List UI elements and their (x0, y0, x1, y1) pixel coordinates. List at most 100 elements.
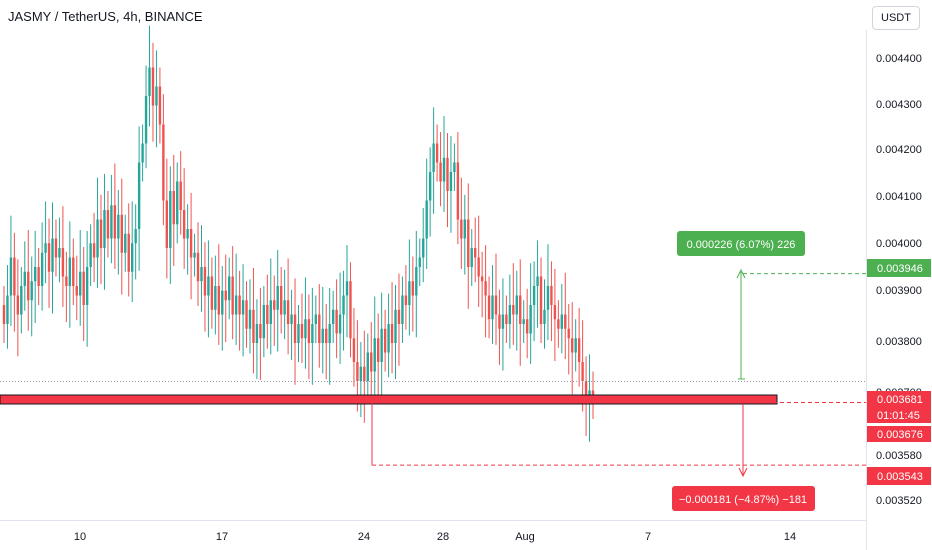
candle-body (408, 281, 411, 305)
candle-body (415, 267, 418, 296)
candle-body (110, 205, 113, 239)
candle-body (338, 314, 342, 334)
candle-body (117, 214, 120, 239)
candle-body (96, 219, 99, 258)
candle-body (89, 243, 92, 267)
price-tag-label: 0.003946 (877, 263, 923, 275)
price-tick-label: 0.003580 (876, 450, 922, 462)
candle-body (259, 324, 262, 339)
candle-body (252, 309, 255, 343)
candle-body (176, 181, 179, 225)
candle-body (210, 276, 214, 310)
candle-body (279, 286, 283, 315)
entry-band (0, 394, 778, 405)
candle-body (349, 281, 352, 339)
candle-body (137, 162, 141, 229)
price-tag-label: 0.003681 (877, 394, 923, 406)
candle-body (186, 229, 189, 239)
candle-body (300, 324, 304, 339)
candle-body (217, 286, 221, 315)
candle-body (172, 191, 175, 225)
candle-body (269, 300, 272, 324)
candle-body (532, 286, 536, 305)
loss-label-box (672, 486, 815, 511)
candle-body (165, 200, 169, 248)
candle-body (130, 243, 134, 272)
time-axis[interactable]: 10 17 24 28 Aug 7 14 (74, 531, 796, 543)
candle-body (318, 314, 321, 343)
candle-body (248, 309, 252, 329)
candle-body (453, 162, 456, 172)
candle-body (442, 157, 446, 182)
candle-body (491, 295, 494, 320)
candle-body (203, 267, 207, 296)
candle-body (397, 309, 401, 324)
candle-body (543, 309, 546, 324)
candle-body (401, 295, 404, 324)
candle-body (498, 314, 501, 329)
candle-body (158, 86, 162, 125)
candle-body (30, 281, 33, 301)
candle-body (85, 267, 89, 305)
candle-body (480, 276, 484, 282)
candle-body (515, 295, 518, 315)
profit-arrow-head (736, 268, 746, 279)
time-tick-label: 14 (784, 531, 796, 543)
candle-body (321, 328, 324, 343)
candle-body (328, 324, 331, 343)
candle-body (61, 248, 65, 277)
candle-body (311, 324, 314, 343)
symbol-title: JASMY / TetherUS, 4h, BINANCE (8, 9, 203, 24)
candle-body (352, 338, 356, 362)
candle-body (571, 338, 574, 353)
price-axis[interactable]: 0.004400 0.004300 0.004200 0.004100 0.004000… (876, 53, 922, 507)
candles-layer (2, 25, 595, 442)
candle-body (564, 314, 567, 329)
price-tag-label: 01:01:45 (877, 410, 920, 422)
candle-body (519, 295, 522, 324)
candle-body (238, 295, 241, 315)
loss-arrow-head (738, 467, 748, 478)
candle-body (276, 286, 279, 310)
candle-body (536, 276, 539, 286)
candle-body (72, 257, 75, 286)
price-tick-label: 0.004100 (876, 191, 922, 203)
candle-body (37, 267, 40, 286)
candle-body (307, 319, 311, 343)
candle-body (179, 181, 182, 210)
candle-body (435, 143, 439, 163)
candle-body (505, 314, 508, 324)
price-tag-box (867, 426, 931, 442)
candle-body (266, 305, 269, 324)
candle-body (290, 314, 293, 324)
candle-body (113, 205, 117, 239)
candle-body (390, 324, 394, 343)
candle-body (557, 319, 560, 329)
candle-body (58, 248, 61, 258)
candle-body (33, 267, 37, 282)
candle-body (428, 172, 432, 201)
currency-button[interactable]: USDT (872, 6, 920, 30)
candle-body (449, 172, 453, 191)
candle-body (432, 143, 435, 172)
candle-body (460, 219, 463, 239)
candle-body (47, 243, 51, 272)
price-tags: 0.003946 0.003681 01:01:45 0.003676 0.003543 (867, 259, 931, 485)
candle-body (439, 162, 442, 182)
candle-body (51, 238, 54, 272)
candle-body (456, 162, 460, 220)
price-tag-label: 0.003676 (877, 429, 923, 441)
candle-body (141, 143, 144, 163)
candle-body (13, 257, 16, 296)
time-tick-label: 24 (358, 531, 370, 543)
candle-body (293, 314, 297, 343)
candle-body (245, 300, 248, 329)
candle-body (314, 314, 318, 324)
candle-body (286, 300, 290, 324)
candle-body (20, 286, 23, 315)
candle-body (331, 309, 335, 324)
candle-body (297, 324, 300, 343)
candle-body (79, 271, 82, 296)
candle-body (470, 248, 473, 267)
